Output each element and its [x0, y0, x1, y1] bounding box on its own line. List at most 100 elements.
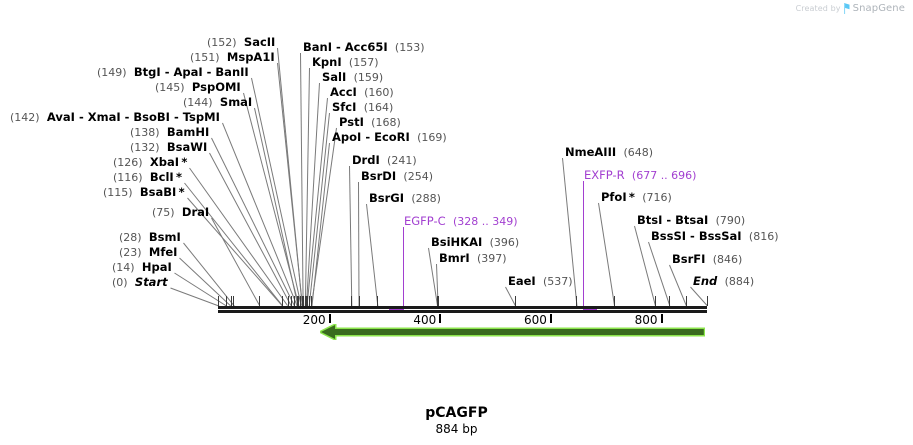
site-label-sfci[interactable]: SfcI (164)	[332, 101, 393, 114]
leader-line-bsssi	[648, 241, 671, 307]
site-label-pspomi[interactable]: (145) PspOMI	[155, 81, 241, 94]
site-label-bsmi[interactable]: (28) BsmI	[119, 231, 181, 244]
site-label-bsrdi[interactable]: BsrDI (254)	[361, 170, 433, 183]
leader-line-end	[690, 286, 708, 307]
ruler-site-tick	[358, 296, 360, 306]
site-label-start[interactable]: (0) Start	[112, 276, 168, 289]
site-label-avai[interactable]: (142) AvaI - XmaI - BsoBI - TspMI	[10, 110, 220, 124]
ruler-tick-label-800: 800	[634, 313, 658, 327]
site-label-xbai[interactable]: (126) XbaI *	[113, 156, 187, 169]
ruler-site-tick	[233, 296, 235, 306]
watermark-created-by-label: Created by	[795, 4, 841, 13]
site-label-bamhi[interactable]: (138) BamHI	[130, 126, 209, 139]
site-label-apoi[interactable]: ApoI - EcoRI (169)	[332, 130, 447, 144]
site-label-btsi[interactable]: BtsI - BtsaI (790)	[637, 213, 746, 227]
ruler-site-tick	[311, 296, 313, 306]
site-label-nmeaiii[interactable]: NmeAIII (648)	[565, 146, 653, 159]
site-label-sali[interactable]: SalI (159)	[322, 71, 383, 84]
leader-line-drdi	[349, 165, 353, 307]
site-position: (241)	[387, 154, 417, 167]
star-activity-marker: *	[626, 190, 635, 204]
site-position: (790)	[715, 214, 746, 227]
site-position: (397)	[477, 252, 507, 265]
backbone-strand-top	[218, 306, 707, 309]
enzyme-name: MfeI	[148, 245, 178, 259]
site-label-smai[interactable]: (144) SmaI	[183, 96, 252, 109]
site-label-bsawi[interactable]: (132) BsaWI	[130, 141, 207, 154]
ruler-major-tick	[328, 314, 331, 323]
ruler-site-tick	[287, 296, 289, 306]
site-position: (160)	[364, 86, 394, 99]
enzyme-name: KpnI	[312, 55, 342, 69]
enzyme-name: SmaI	[219, 95, 253, 109]
site-label-sacii[interactable]: (152) SacII	[207, 36, 275, 49]
site-label-bsihkai[interactable]: BsiHKAI (396)	[431, 236, 519, 249]
site-position: (0)	[112, 276, 128, 289]
enzyme-name: MspA1I	[226, 50, 275, 64]
site-position: (116)	[113, 171, 143, 184]
ruler-site-tick	[302, 296, 304, 306]
enzyme-name: PstI	[339, 115, 364, 129]
plasmid-name-title: pCAGFP	[425, 405, 488, 421]
site-label-kpni[interactable]: KpnI (157)	[312, 56, 379, 69]
enzyme-name: BssSaI	[698, 229, 742, 243]
site-label-btgi[interactable]: (149) BtgI - ApaI - BanII	[97, 65, 249, 79]
enzyme-name: BsrGI	[369, 191, 404, 205]
site-position: (142)	[10, 111, 40, 124]
feature-label-egfp-c[interactable]: EGFP-C (328 .. 349)	[404, 215, 518, 228]
site-label-hpai[interactable]: (14) HpaI	[112, 261, 172, 274]
leader-line-bsrdi	[358, 181, 360, 307]
enzyme-name: TspMI	[182, 110, 220, 124]
feature-range: (328 .. 349)	[452, 215, 518, 228]
leader-line-bsrgi	[366, 203, 379, 307]
site-position: (144)	[183, 96, 213, 109]
plasmid-size-label: 884 bp	[435, 422, 478, 436]
site-position: (254)	[403, 170, 434, 183]
ruler-tick-label-200: 200	[302, 313, 326, 327]
feature-label-exfp-r[interactable]: EXFP-R (677 .. 696)	[584, 169, 696, 182]
site-label-psti[interactable]: PstI (168)	[339, 116, 401, 129]
site-label-drai[interactable]: (75) DraI	[152, 206, 209, 219]
site-label-acci[interactable]: AccI (160)	[330, 86, 394, 99]
ruler-site-tick	[669, 296, 671, 306]
ruler-site-tick	[655, 296, 656, 306]
enzyme-name: End	[693, 274, 718, 288]
ruler-site-tick	[302, 296, 304, 306]
ruler-site-tick	[308, 296, 310, 306]
ruler-site-tick	[218, 296, 219, 306]
leader-line-btgi	[250, 77, 302, 307]
enzyme-name: BmrI	[439, 251, 470, 265]
star-activity-marker: *	[176, 185, 185, 199]
enzyme-name: HpaI	[141, 260, 172, 274]
site-label-bcli[interactable]: (116) BclI *	[113, 171, 182, 184]
site-label-bsrfi[interactable]: BsrFI (846)	[672, 253, 742, 266]
ruler-site-tick	[515, 296, 517, 306]
site-label-drdi[interactable]: DrdI (241)	[352, 154, 417, 167]
site-label-mfei[interactable]: (23) MfeI	[119, 246, 177, 259]
enzyme-name: BtsI	[637, 213, 663, 227]
site-label-eaei[interactable]: EaeI (537)	[508, 275, 573, 288]
backbone-strand-bottom	[218, 310, 707, 313]
orf-arrow[interactable]	[319, 324, 705, 340]
site-label-mspa1i[interactable]: (151) MspA1I	[190, 51, 275, 64]
ruler-site-tick	[225, 296, 227, 306]
enzyme-name: Acc65I	[344, 40, 388, 54]
feature-name: EXFP-R	[584, 168, 625, 182]
site-position: (716)	[642, 191, 672, 204]
site-position: (132)	[130, 141, 160, 154]
site-label-bsabi[interactable]: (115) BsaBI *	[103, 186, 185, 199]
site-label-bmri[interactable]: BmrI (397)	[439, 252, 507, 265]
site-label-end[interactable]: End (884)	[693, 275, 754, 288]
star-activity-marker: *	[173, 170, 183, 184]
enzyme-name: BamHI	[166, 125, 210, 139]
site-label-bsssi[interactable]: BssSI - BssSaI (816)	[651, 229, 779, 243]
site-position: (396)	[489, 236, 520, 249]
enzyme-name: PfoI	[601, 190, 627, 204]
site-label-pfoi[interactable]: PfoI * (716)	[601, 191, 672, 204]
site-label-bani[interactable]: BanI - Acc65I (153)	[303, 40, 425, 54]
site-position: (153)	[394, 41, 425, 54]
site-label-bsrgi[interactable]: BsrGI (288)	[369, 192, 441, 205]
enzyme-name: XmaI	[87, 110, 121, 124]
enzyme-name: BsiHKAI	[431, 235, 483, 249]
enzyme-name: BssSI	[651, 229, 687, 243]
